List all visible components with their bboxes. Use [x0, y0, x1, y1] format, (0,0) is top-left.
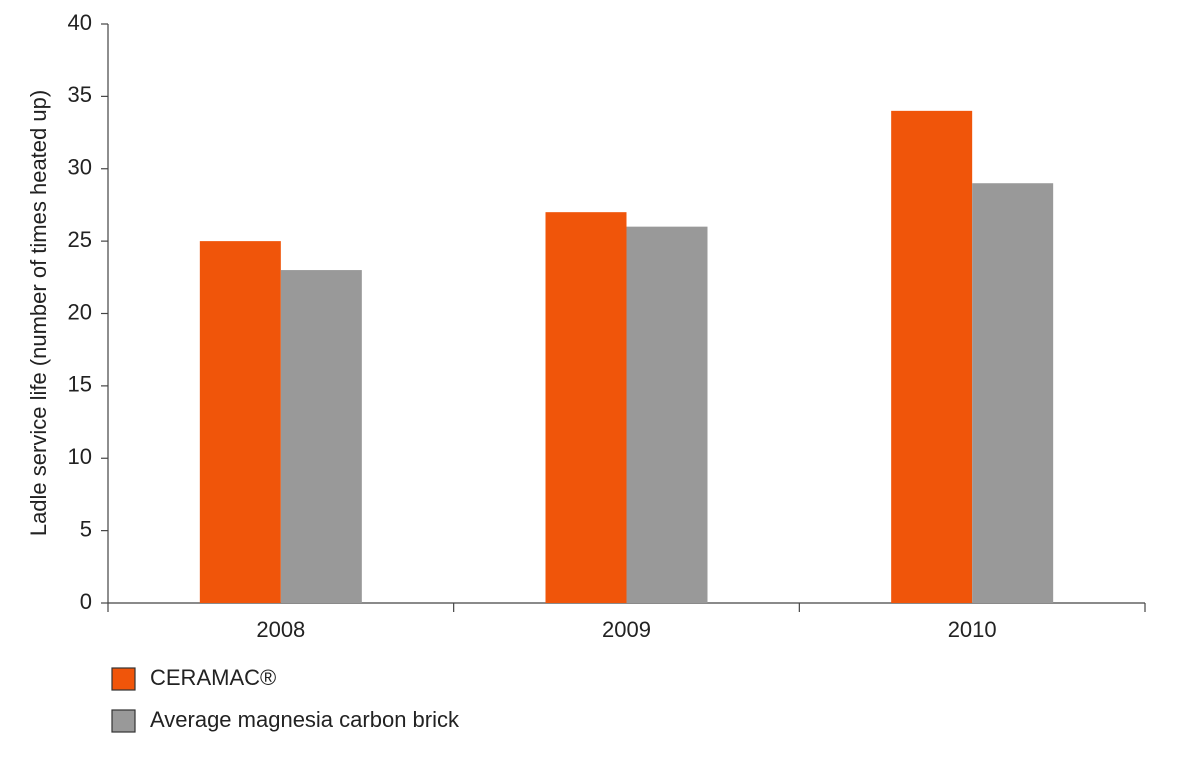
bar [891, 110, 973, 603]
legend-label: CERAMAC® [150, 665, 276, 690]
y-tick-label: 30 [68, 155, 92, 180]
bar [545, 212, 627, 604]
legend-swatch [111, 709, 136, 733]
legend-swatch [111, 667, 136, 691]
x-tick-label: 2008 [256, 617, 305, 642]
bar [280, 270, 362, 603]
legend-label: Average magnesia carbon brick [150, 707, 460, 732]
y-axis-label: Ladle service life (number of times heat… [26, 90, 51, 536]
x-tick-label: 2010 [948, 617, 997, 642]
bar [626, 226, 708, 603]
y-tick-label: 25 [68, 227, 92, 252]
y-tick-label: 40 [68, 10, 92, 35]
y-tick-label: 15 [68, 372, 92, 397]
bar [199, 241, 281, 603]
x-tick-label: 2009 [602, 617, 651, 642]
bar [972, 183, 1054, 603]
y-tick-label: 10 [68, 444, 92, 469]
y-tick-label: 0 [80, 589, 92, 614]
y-tick-label: 20 [68, 299, 92, 324]
y-tick-label: 35 [68, 82, 92, 107]
y-tick-label: 5 [80, 516, 92, 541]
